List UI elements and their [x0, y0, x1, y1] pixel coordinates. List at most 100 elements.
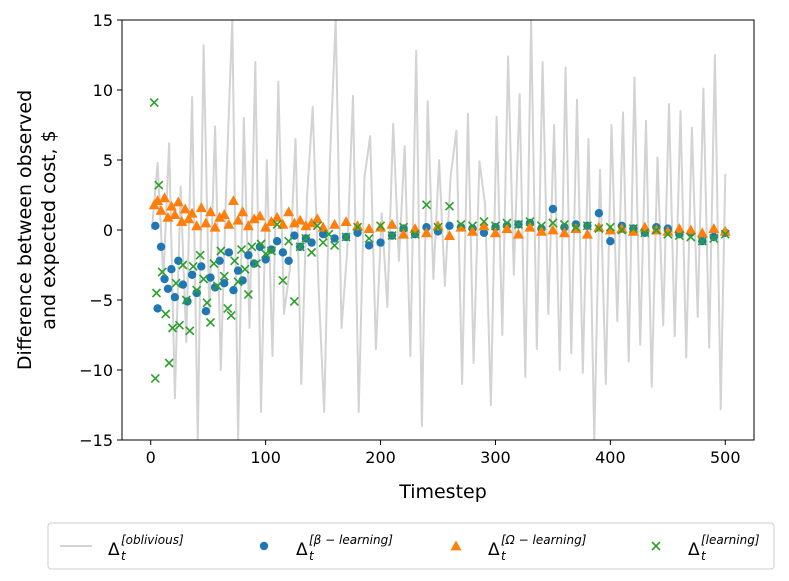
point-omega-learning: [155, 204, 167, 215]
point-omega-learning: [386, 218, 398, 229]
point-learning: [536, 221, 546, 231]
point-learning: [697, 236, 707, 246]
point-omega-learning: [165, 200, 177, 211]
point-beta-learning: [192, 288, 201, 298]
point-learning: [479, 217, 489, 227]
point-omega-learning: [593, 221, 605, 232]
point-beta-learning: [170, 293, 180, 302]
point-learning: [571, 222, 581, 232]
point-learning: [324, 229, 334, 239]
point-learning: [181, 295, 191, 305]
point-omega-learning: [306, 217, 318, 228]
point-omega-learning: [176, 216, 188, 226]
point-omega-learning: [223, 218, 235, 229]
point-beta-learning: [160, 274, 169, 284]
point-omega-learning: [242, 220, 254, 231]
point-omega-learning: [294, 214, 306, 225]
point-learning: [456, 219, 466, 229]
point-beta-learning: [353, 228, 362, 237]
point-omega-learning: [191, 220, 203, 231]
point-learning: [209, 259, 219, 269]
point-beta-learning: [548, 204, 558, 214]
point-learning: [307, 247, 317, 257]
point-learning: [398, 222, 409, 232]
point-learning: [617, 225, 627, 235]
y-tick-label: −15: [79, 431, 113, 450]
point-learning: [216, 246, 226, 256]
point-beta-learning: [233, 266, 243, 275]
point-beta-learning: [249, 259, 259, 268]
point-omega-learning: [183, 213, 195, 224]
legend-superscript-oblivious: [oblivious]: [121, 533, 184, 547]
point-omega-learning: [466, 225, 478, 236]
y-tick-label: 10: [93, 81, 113, 100]
point-learning: [594, 224, 604, 234]
point-omega-learning: [421, 227, 433, 238]
point-omega-learning: [352, 220, 364, 231]
point-beta-learning: [399, 224, 408, 233]
legend-label-oblivious: Δ: [108, 540, 120, 560]
point-omega-learning: [616, 223, 628, 233]
x-tick-label: 200: [365, 448, 396, 467]
point-learning: [240, 264, 250, 274]
point-omega-learning: [265, 216, 277, 226]
point-learning: [149, 98, 159, 108]
point-omega-learning: [627, 225, 639, 236]
point-learning: [444, 201, 455, 211]
point-learning: [502, 218, 512, 228]
point-learning: [150, 373, 160, 383]
point-beta-learning: [187, 270, 197, 279]
point-omega-learning: [169, 209, 181, 219]
point-learning: [195, 250, 205, 260]
point-omega-learning: [209, 221, 221, 232]
point-omega-learning: [719, 225, 731, 236]
point-omega-learning: [172, 196, 184, 207]
point-learning: [301, 233, 311, 243]
y-tick-label: −5: [89, 291, 113, 310]
point-learning: [226, 310, 236, 320]
point-learning: [236, 245, 247, 255]
point-omega-learning: [311, 213, 323, 224]
point-omega-learning: [340, 216, 352, 226]
point-learning: [199, 274, 209, 284]
point-omega-learning: [432, 220, 444, 231]
point-omega-learning: [547, 224, 559, 235]
point-learning: [212, 281, 222, 291]
point-omega-learning: [214, 211, 226, 222]
point-omega-learning: [248, 213, 260, 224]
point-beta-learning: [318, 230, 328, 239]
point-omega-learning: [696, 227, 708, 238]
point-beta-learning: [330, 234, 339, 243]
point-beta-learning: [201, 307, 211, 316]
point-learning: [341, 232, 351, 242]
point-beta-learning: [153, 304, 162, 313]
point-learning: [674, 231, 684, 241]
point-omega-learning: [200, 217, 212, 228]
point-learning: [312, 221, 322, 231]
point-omega-learning: [673, 223, 685, 233]
point-learning: [628, 224, 638, 234]
point-learning: [720, 229, 730, 239]
point-beta-learning: [229, 286, 238, 295]
point-beta-learning: [560, 223, 569, 232]
point-omega-learning: [152, 195, 164, 205]
point-omega-learning: [363, 223, 375, 233]
point-beta-learning: [224, 248, 234, 257]
point-omega-learning: [179, 203, 191, 214]
point-learning: [223, 303, 233, 313]
y-axis-title-line-1: Difference between observed: [14, 90, 36, 370]
point-omega-learning: [204, 206, 216, 217]
point-learning: [318, 238, 328, 248]
legend-label-beta-learning: Δ: [296, 540, 308, 560]
point-omega-learning: [489, 227, 501, 238]
point-omega-learning: [271, 211, 283, 222]
legend-subscript-oblivious: t: [121, 549, 127, 563]
point-beta-learning: [206, 273, 215, 282]
legend-superscript-beta-learning: [β − learning]: [309, 533, 393, 547]
point-learning: [251, 259, 262, 269]
y-axis-title-line-2: and expected cost, $: [38, 130, 60, 329]
point-learning: [233, 277, 243, 287]
point-learning: [157, 267, 167, 277]
point-learning: [387, 231, 397, 241]
point-omega-learning: [512, 228, 524, 239]
